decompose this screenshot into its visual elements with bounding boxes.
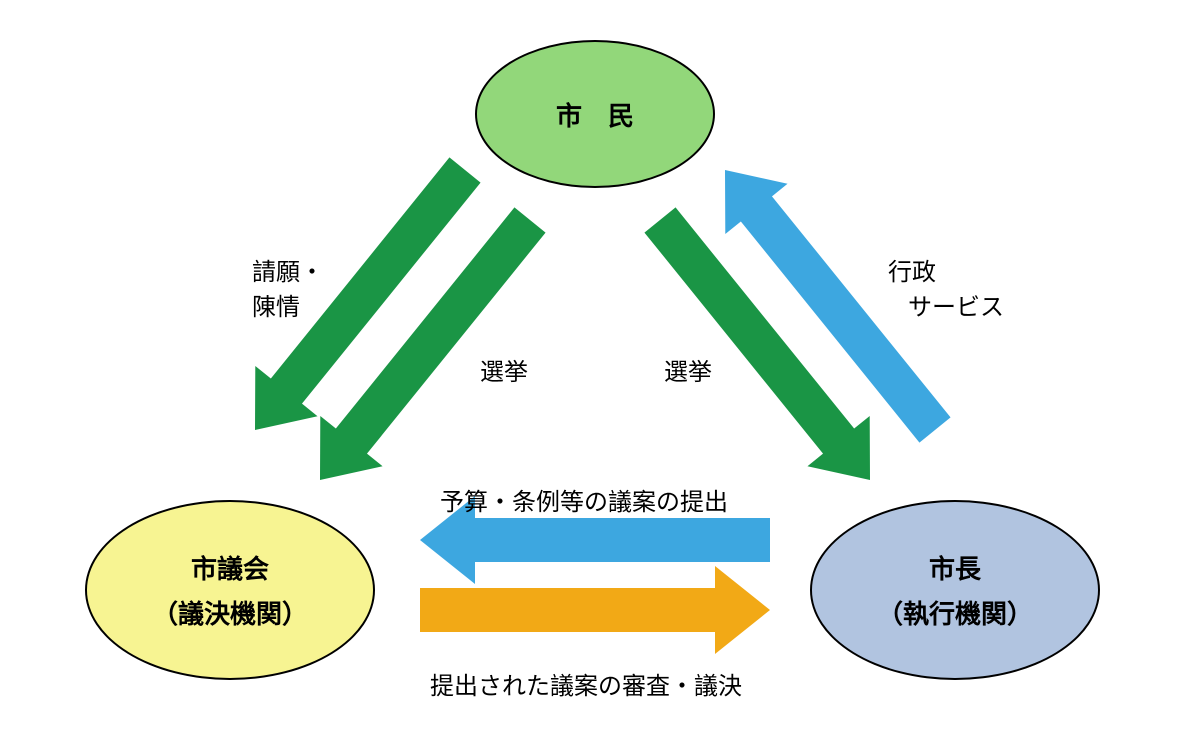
node-citizens-label: 市 民 — [556, 96, 634, 133]
label-admin-service-line1: 行政 — [888, 252, 1004, 287]
label-election-left: 選挙 — [480, 352, 528, 387]
node-mayor-label-2: （執行機関） — [877, 594, 1033, 631]
label-budget-submit: 予算・条例等の議案の提出 — [440, 482, 728, 517]
node-council-label-2: （議決機関） — [152, 594, 308, 631]
node-mayor: 市長 （執行機関） — [810, 500, 1100, 680]
label-election-right: 選挙 — [664, 352, 712, 387]
label-bill-resolve: 提出された議案の審査・議決 — [430, 666, 742, 701]
node-council-label-1: 市議会 — [191, 549, 269, 586]
node-citizens: 市 民 — [475, 40, 715, 188]
label-election-left-text: 選挙 — [480, 359, 528, 386]
node-council: 市議会 （議決機関） — [85, 500, 375, 680]
label-admin-service-line2: サービス — [908, 287, 1004, 322]
label-petition: 請願・ 陳情 — [252, 252, 324, 322]
node-mayor-label-1: 市長 — [929, 549, 981, 586]
label-petition-line2: 陳情 — [252, 287, 324, 322]
arrow-election-left — [320, 207, 546, 480]
label-election-right-text: 選挙 — [664, 359, 712, 386]
label-petition-line1: 請願・ — [252, 252, 324, 287]
label-admin-service: 行政 サービス — [888, 252, 1004, 322]
arrow-election-right — [644, 207, 870, 480]
label-budget-submit-text: 予算・条例等の議案の提出 — [440, 489, 728, 516]
label-bill-resolve-text: 提出された議案の審査・議決 — [430, 673, 742, 700]
